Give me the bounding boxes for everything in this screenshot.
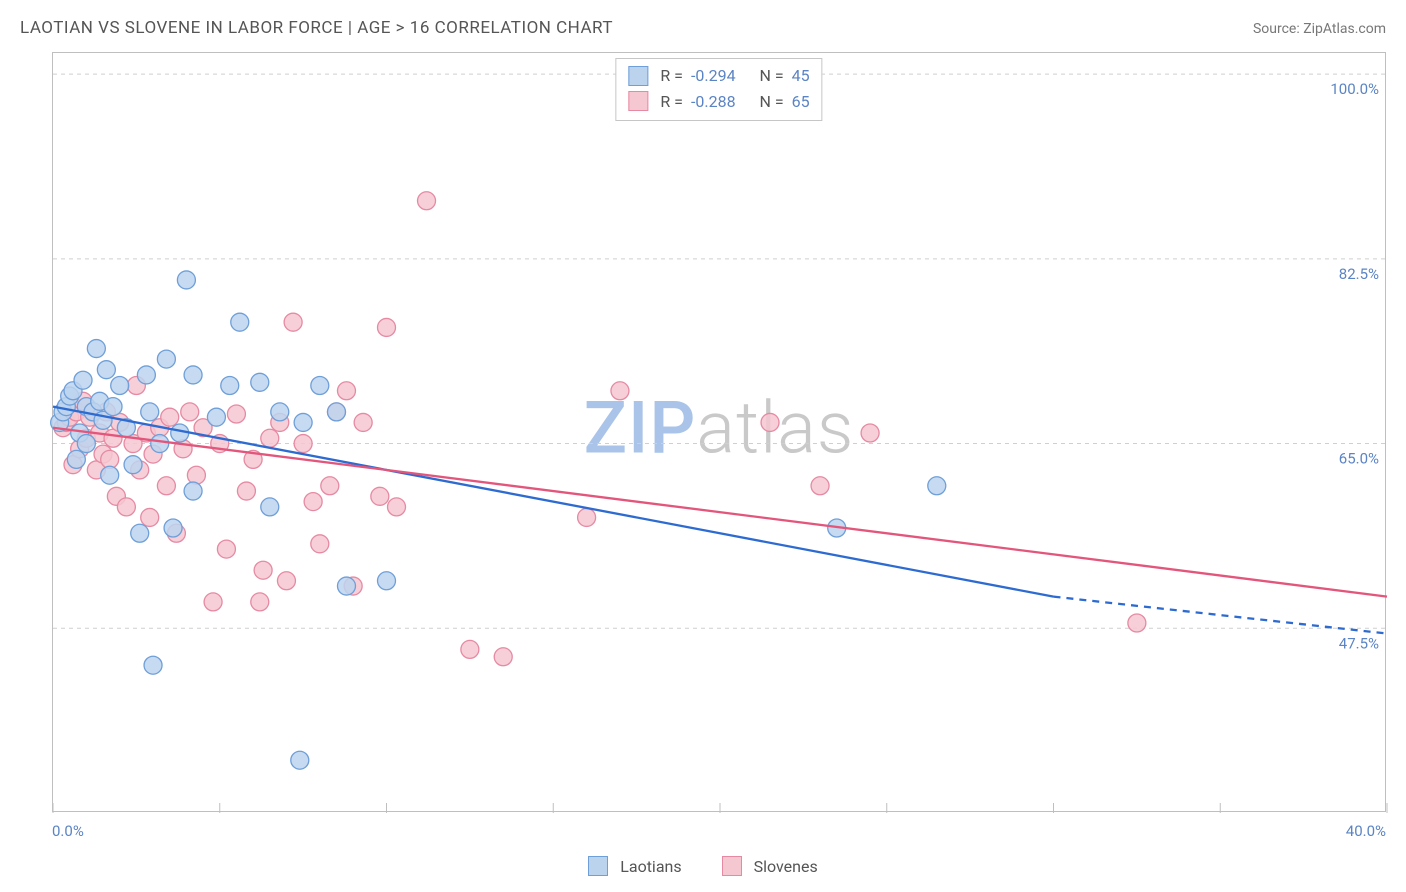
legend: Laotians Slovenes	[0, 856, 1406, 876]
legend-item-laotians: Laotians	[588, 856, 681, 876]
correlation-stats-box: R = -0.294 N = 45 R = -0.288 N = 65	[615, 58, 822, 121]
svg-text:65.0%: 65.0%	[1339, 450, 1379, 468]
stats-row-slovenes: R = -0.288 N = 65	[628, 89, 809, 115]
n-value-slovenes: 65	[792, 89, 810, 115]
source-label: Source: ZipAtlas.com	[1253, 21, 1386, 37]
legend-item-slovenes: Slovenes	[722, 856, 818, 876]
x-axis-labels: 0.0% 40.0%	[52, 812, 1386, 842]
n-value-laotians: 45	[792, 63, 810, 89]
chart-header: LAOTIAN VS SLOVENE IN LABOR FORCE | AGE …	[20, 18, 1386, 38]
chart-title: LAOTIAN VS SLOVENE IN LABOR FORCE | AGE …	[20, 18, 613, 38]
svg-text:100.0%: 100.0%	[1330, 80, 1379, 98]
legend-swatch-laotians	[588, 856, 608, 876]
legend-label-laotians: Laotians	[620, 857, 681, 876]
svg-text:0.0%: 0.0%	[52, 822, 84, 840]
legend-swatch-slovenes	[722, 856, 742, 876]
plot-area: ZIPatlas 47.5%65.0%82.5%100.0% R = -0.29…	[52, 52, 1386, 812]
chart-svg: 47.5% 65.0% 82.5% 100.0%	[53, 53, 1385, 811]
r-value-slovenes: -0.288	[691, 89, 736, 115]
source-link[interactable]: ZipAtlas.com	[1303, 21, 1386, 37]
svg-text:47.5%: 47.5%	[1339, 634, 1379, 652]
legend-label-slovenes: Slovenes	[754, 857, 818, 876]
svg-text:40.0%: 40.0%	[1346, 822, 1386, 840]
r-value-laotians: -0.294	[691, 63, 736, 89]
swatch-slovenes	[628, 91, 648, 111]
swatch-laotians	[628, 66, 648, 86]
svg-text:82.5%: 82.5%	[1339, 265, 1379, 283]
stats-row-laotians: R = -0.294 N = 45	[628, 63, 809, 89]
